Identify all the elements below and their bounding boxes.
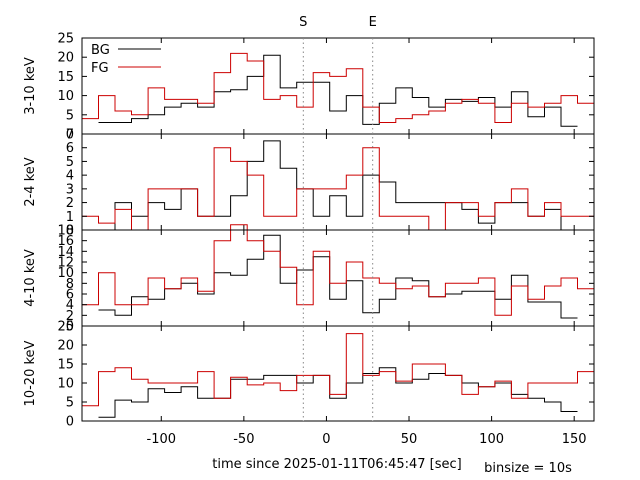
y-tick-label: 6	[66, 141, 74, 156]
y-tick-label: 5	[66, 155, 74, 170]
x-tick-label: 100	[479, 432, 504, 447]
series-bg-line	[98, 234, 578, 319]
y-tick-label: 16	[57, 234, 74, 249]
y-tick-label: 2	[66, 309, 74, 324]
y-tick-label: 5	[66, 108, 74, 123]
series-bg-line	[98, 140, 578, 231]
y-axis-label: 10-20 keV	[23, 340, 38, 406]
legend-label-fg: FG	[91, 61, 109, 76]
series-fg-line	[82, 52, 594, 123]
y-axis-label: 3-10 keV	[23, 57, 38, 115]
y-tick-label: 4	[66, 169, 74, 184]
y-tick-label: 25	[57, 32, 74, 47]
y-axis-label: 4-10 keV	[23, 249, 38, 307]
y-tick-label: 0	[66, 320, 74, 335]
panel-frame	[81, 325, 595, 422]
y-tick-label: 8	[66, 277, 74, 292]
panel-frame	[81, 133, 595, 231]
panel-frame	[81, 37, 595, 135]
panel-1: 0 5 10 15 20 25 3-10 keV	[23, 32, 595, 143]
y-tick-label: 10	[57, 377, 74, 392]
y-tick-label: 0	[66, 224, 74, 239]
binsize-note: binsize = 10s	[484, 461, 572, 476]
y-tick-label: 1	[66, 210, 74, 225]
y-tick-label: 20	[57, 339, 74, 354]
y-tick-label: 3	[66, 182, 74, 197]
y-tick-label: 25	[57, 320, 74, 335]
y-tick-label: 5	[66, 396, 74, 411]
y-tick-label: 0	[66, 415, 74, 430]
panel-4: 0 5 10 15 20 25 10-20 keV	[23, 320, 595, 430]
series-fg-line	[82, 224, 594, 316]
y-tick-label: 2	[66, 196, 74, 211]
series-bg-line	[98, 367, 578, 418]
y-tick-label: 10	[57, 89, 74, 104]
y-tick-label: 18	[57, 224, 74, 239]
y-tick-label: 20	[57, 51, 74, 66]
x-tick-label: -50	[233, 432, 254, 447]
x-tick-label: 150	[562, 432, 587, 447]
x-tick-label: 0	[322, 432, 330, 447]
x-tick-label: 50	[401, 432, 418, 447]
marker-label-e: E	[369, 15, 377, 30]
x-axis-label: time since 2025-01-11T06:45:47 [sec]	[212, 457, 461, 472]
legend-label-bg: BG	[91, 43, 110, 58]
y-tick-label: 7	[66, 128, 74, 143]
y-tick-label: 6	[66, 288, 74, 303]
y-tick-label: 14	[57, 245, 74, 260]
marker-label-s: S	[299, 15, 307, 30]
y-axis-label: 2-4 keV	[23, 157, 38, 206]
y-tick-label: 0	[66, 128, 74, 143]
y-tick-label: 15	[57, 70, 74, 85]
series-fg-line	[82, 147, 594, 231]
y-tick-label: 15	[57, 358, 74, 373]
series-bg-line	[98, 54, 578, 127]
y-tick-label: 10	[57, 266, 74, 281]
series-fg-line	[82, 333, 594, 407]
y-tick-label: 12	[57, 256, 74, 271]
x-tick-label: -100	[147, 432, 177, 447]
legend: BG FG	[91, 43, 161, 76]
y-tick-label: 4	[66, 298, 74, 313]
